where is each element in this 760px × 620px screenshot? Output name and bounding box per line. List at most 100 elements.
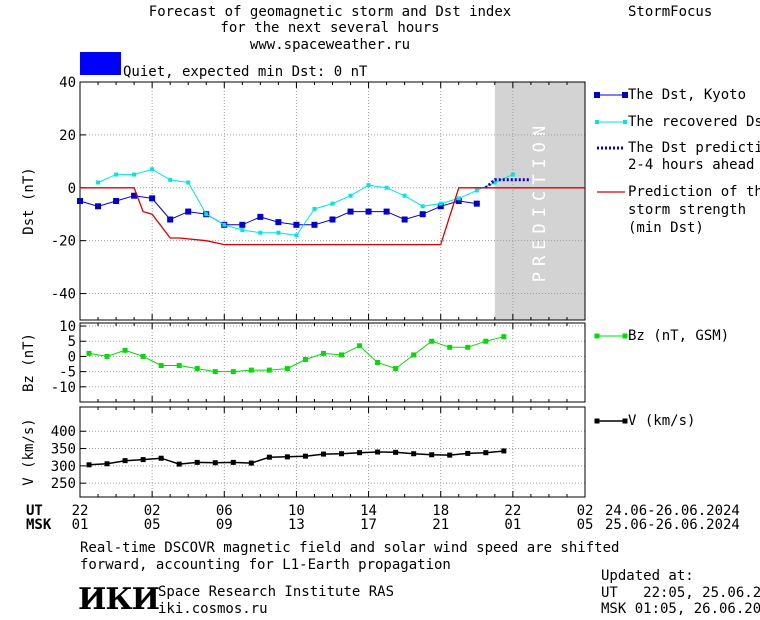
dst-kyoto-point bbox=[401, 216, 408, 223]
legend-label-v: V (km/s) bbox=[628, 413, 696, 429]
bz-point bbox=[176, 363, 182, 369]
ut-tick-label: 14 bbox=[360, 503, 377, 519]
solar-wind-speed-point bbox=[86, 462, 92, 468]
recovered-dst-point bbox=[330, 201, 335, 206]
legend-dst-marker bbox=[594, 92, 600, 98]
dst-kyoto-point bbox=[185, 208, 192, 215]
legend bbox=[594, 92, 628, 424]
updated-label: Updated at: bbox=[601, 568, 694, 584]
y-axis-label: Bz (nT) bbox=[21, 333, 37, 392]
dst-kyoto-point bbox=[365, 208, 372, 215]
bz-point bbox=[447, 344, 453, 350]
msk-axis-label: MSK bbox=[26, 517, 52, 533]
dst-kyoto-point bbox=[257, 213, 264, 220]
y-tick-label: -20 bbox=[51, 234, 76, 250]
dst-kyoto-point bbox=[149, 195, 156, 202]
solar-wind-speed-point bbox=[483, 450, 489, 456]
recovered-dst-point bbox=[474, 188, 479, 193]
status-text: Quiet, expected min Dst: 0 nT bbox=[123, 64, 368, 80]
solar-wind-speed-point bbox=[266, 454, 272, 460]
bz-point bbox=[104, 353, 110, 359]
msk-date-range: 25.06-26.06.2024 bbox=[605, 517, 740, 533]
legend-label-storm-2: storm strength bbox=[628, 202, 747, 218]
recovered-dst-point bbox=[438, 201, 443, 206]
bz-point bbox=[212, 369, 218, 375]
y-tick-label: 250 bbox=[51, 476, 76, 492]
solar-wind-speed-point bbox=[122, 458, 128, 464]
dst-kyoto-point bbox=[77, 198, 83, 204]
ut-tick-label: 18 bbox=[432, 503, 450, 519]
y-tick-label: 0 bbox=[68, 349, 76, 365]
solar-wind-speed-point bbox=[104, 461, 110, 467]
dst-kyoto-point bbox=[383, 208, 390, 215]
recovered-dst-point bbox=[96, 180, 101, 185]
bz-point bbox=[429, 338, 435, 344]
msk-tick-label: 09 bbox=[215, 517, 233, 533]
solar-wind-speed-point bbox=[393, 449, 399, 455]
legend-bz-marker bbox=[594, 333, 600, 339]
solar-wind-speed-point bbox=[411, 451, 417, 457]
legend-label-prediction-1: The Dst prediction bbox=[628, 140, 760, 156]
updated-msk: MSK 01:05, 26.06.2024 bbox=[601, 601, 760, 617]
bz-point bbox=[357, 343, 363, 349]
y-axis-label: Dst (nT) bbox=[21, 167, 37, 234]
ut-tick-label: 02 bbox=[143, 503, 161, 519]
solar-wind-speed-point bbox=[302, 453, 308, 459]
recovered-dst-point bbox=[402, 193, 407, 198]
dst-kyoto-point bbox=[167, 216, 174, 223]
institute-name: Space Research Institute RAS bbox=[158, 584, 395, 600]
ut-tick-label: 22 bbox=[504, 503, 522, 519]
plot-frame bbox=[79, 406, 586, 498]
chart-title-line1: Forecast of geomagnetic storm and Dst in… bbox=[148, 4, 512, 20]
dst-kyoto-point bbox=[239, 221, 246, 228]
solar-wind-speed-point bbox=[230, 459, 236, 465]
recovered-dst-point bbox=[150, 167, 155, 172]
ut-axis-label: UT bbox=[26, 503, 43, 519]
recovered-dst-point bbox=[222, 222, 227, 227]
updated-ut: UT 22:05, 25.06.2024 bbox=[601, 585, 760, 601]
iki-logo: ИКИ bbox=[78, 582, 160, 617]
plot-frame bbox=[79, 322, 586, 403]
institute-site[interactable]: iki.cosmos.ru bbox=[158, 601, 268, 617]
y-tick-label: -10 bbox=[51, 380, 76, 396]
recovered-dst-point bbox=[114, 172, 119, 177]
bz-point bbox=[122, 347, 128, 353]
solar-wind-speed-point bbox=[194, 459, 200, 465]
bz-point bbox=[194, 366, 200, 372]
recovered-dst-point bbox=[186, 180, 191, 185]
source-url[interactable]: www.spaceweather.ru bbox=[249, 37, 411, 53]
solar-wind-speed-point bbox=[447, 452, 453, 458]
y-tick-label: 300 bbox=[51, 459, 76, 475]
recovered-dst-point bbox=[204, 212, 209, 217]
ut-tick-label: 06 bbox=[215, 503, 233, 519]
recovered-dst-point bbox=[492, 180, 497, 185]
chart-title-line2: for the next several hours bbox=[220, 20, 440, 36]
bz-point bbox=[320, 350, 326, 356]
solar-wind-speed-point bbox=[158, 455, 164, 461]
bz-point bbox=[483, 338, 489, 344]
msk-tick-label: 05 bbox=[143, 517, 161, 533]
bz-point bbox=[339, 352, 345, 358]
legend-bz-marker bbox=[622, 333, 628, 339]
solar-wind-speed-point bbox=[501, 448, 507, 454]
solar-wind-speed-point bbox=[176, 461, 182, 467]
dst-kyoto-point bbox=[293, 221, 300, 228]
dst-panel: PREDICTION 40 20 0 -20 -40 Dst (nT) bbox=[21, 75, 586, 321]
bz-point bbox=[86, 350, 92, 356]
solar-wind-speed-point bbox=[357, 450, 363, 456]
dst-kyoto-point bbox=[455, 198, 462, 204]
bz-point bbox=[501, 334, 507, 340]
bz-point bbox=[158, 363, 164, 369]
dst-kyoto-point bbox=[311, 221, 318, 228]
y-tick-label: 400 bbox=[51, 424, 76, 440]
solar-wind-speed-line bbox=[88, 450, 504, 466]
msk-tick-label: 01 bbox=[71, 517, 89, 533]
dst-kyoto-point bbox=[347, 208, 354, 215]
recovered-dst-line bbox=[97, 168, 514, 236]
dst-prediction-line bbox=[484, 178, 531, 189]
recovered-dst-point bbox=[276, 230, 281, 235]
legend-v-marker bbox=[622, 418, 628, 424]
y-tick-label: 20 bbox=[59, 128, 76, 144]
